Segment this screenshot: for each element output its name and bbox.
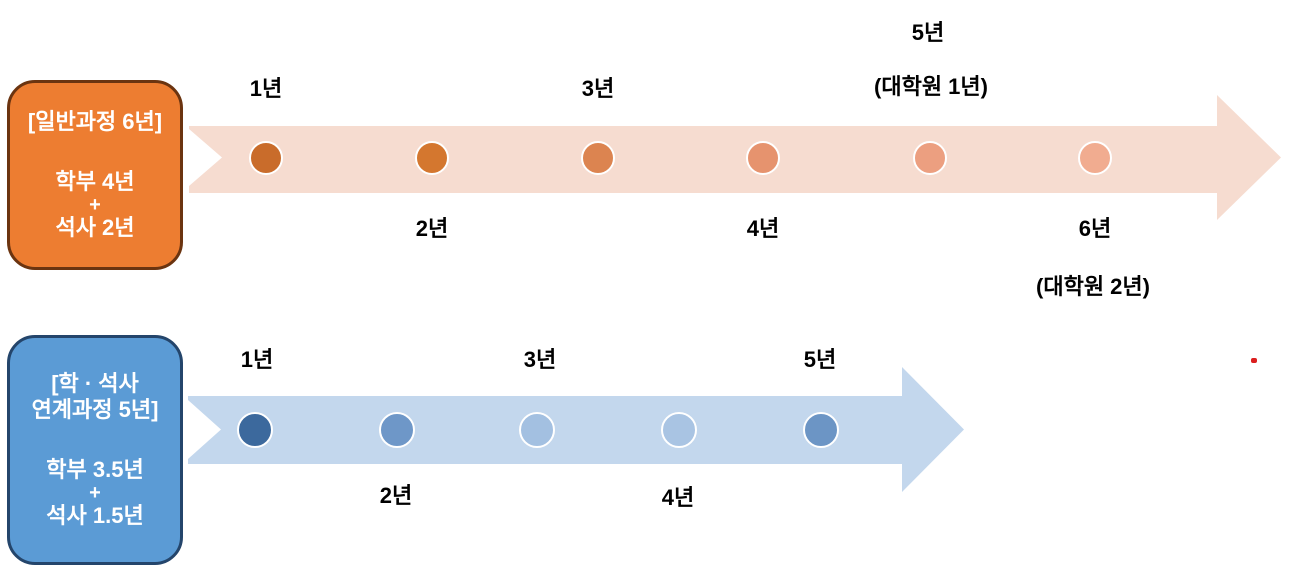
general-course-box: [일반과정 6년] 학부 4년 + 석사 2년 <box>7 80 183 270</box>
timeline-dot-linked-3 <box>519 412 555 448</box>
timeline-dot-linked-1 <box>237 412 273 448</box>
milestone-label-linked-2: 2년 <box>379 483 413 508</box>
timeline-dot-linked-4 <box>661 412 697 448</box>
linked-course-title-line2: 연계과정 5년] <box>31 397 159 423</box>
milestone-sublabel-general-5: (대학원 1년) <box>874 74 988 99</box>
timeline-dot-general-1 <box>249 141 283 175</box>
milestone-label-general-5: 5년 <box>911 20 945 45</box>
linked-arrow-head-icon <box>902 367 964 492</box>
milestone-label-linked-5: 5년 <box>803 347 837 372</box>
milestone-label-general-1: 1년 <box>249 76 283 101</box>
linked-course-detail-2: 석사 1.5년 <box>46 502 144 528</box>
linked-course-title-line1: [학 · 석사 <box>51 371 139 397</box>
milestone-label-general-4: 4년 <box>746 216 780 241</box>
general-course-title: [일반과정 6년] <box>27 109 163 135</box>
timeline-dot-general-4 <box>746 141 780 175</box>
timeline-dot-general-6 <box>1078 141 1112 175</box>
milestone-label-general-2: 2년 <box>415 216 449 241</box>
general-arrow-head-icon <box>1217 95 1281 220</box>
milestone-label-general-3: 3년 <box>581 76 615 101</box>
milestone-label-linked-3: 3년 <box>523 347 557 372</box>
plus-sign: + <box>89 193 101 216</box>
timeline-dot-general-3 <box>581 141 615 175</box>
timeline-dot-linked-5 <box>803 412 839 448</box>
general-timeline-arrow-band <box>189 126 1217 193</box>
red-dot-mark <box>1251 358 1257 363</box>
general-course-detail-1: 학부 4년 <box>55 169 135 195</box>
timeline-dot-linked-2 <box>379 412 415 448</box>
milestone-label-linked-4: 4년 <box>661 485 695 510</box>
timeline-dot-general-2 <box>415 141 449 175</box>
linked-course-detail-1: 학부 3.5년 <box>46 457 144 482</box>
milestone-label-general-6: 6년 <box>1078 216 1112 241</box>
plus-sign: + <box>89 481 101 504</box>
timeline-dot-general-5 <box>913 141 947 175</box>
milestone-label-linked-1: 1년 <box>240 347 274 372</box>
linked-course-box: [학 · 석사 연계과정 5년] 학부 3.5년 + 석사 1.5년 <box>7 335 183 565</box>
general-course-detail-2: 석사 2년 <box>55 214 135 240</box>
milestone-sublabel-general-6: (대학원 2년) <box>1036 274 1150 299</box>
